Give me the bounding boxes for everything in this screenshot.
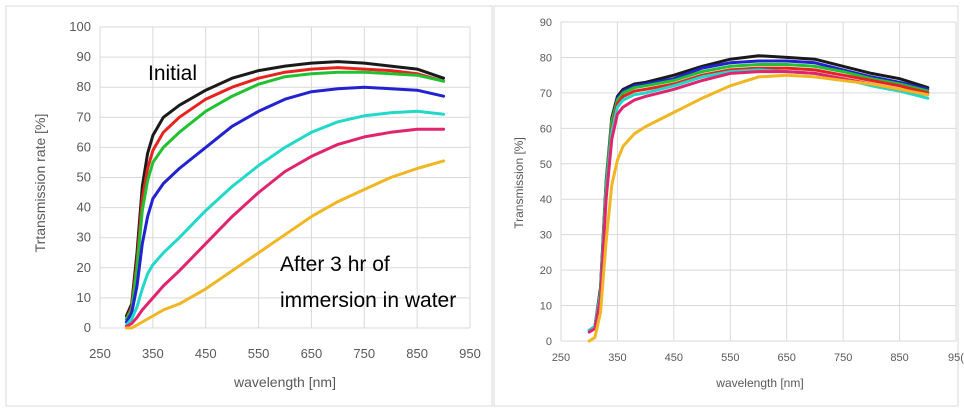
y-tick-label: 70 bbox=[77, 109, 91, 124]
series-line-6 bbox=[124, 127, 446, 328]
x-tick-label: 450 bbox=[195, 346, 217, 361]
chart-panel-left: 0 10 20 30 40 50 60 70 80 90 100 250 350 450 550 650 75… bbox=[5, 5, 493, 407]
x-tick-label: 650 bbox=[778, 352, 796, 364]
x-tick-label: 350 bbox=[608, 352, 626, 364]
y-tick-label: 60 bbox=[540, 123, 552, 135]
y-tick-label: 20 bbox=[77, 260, 91, 275]
y-tick-label: 30 bbox=[77, 230, 91, 245]
grid-lines bbox=[99, 26, 471, 329]
y-tick-label: 90 bbox=[77, 49, 91, 64]
series-line-7 bbox=[124, 159, 446, 330]
y-tick-label: 100 bbox=[69, 19, 91, 34]
y-tick-label: 0 bbox=[546, 336, 552, 348]
x-tick-label: 850 bbox=[406, 346, 428, 361]
y-tick-label: 70 bbox=[540, 88, 552, 100]
series-line-5 bbox=[124, 109, 446, 327]
y-axis-title: Trtansmission rate [%] bbox=[32, 114, 48, 253]
x-tick-label: 250 bbox=[552, 352, 570, 364]
series-line-2 bbox=[587, 59, 930, 332]
y-axis-title: Transmission [%] bbox=[512, 137, 526, 229]
series-line-4 bbox=[124, 85, 446, 324]
y-tick-label: 10 bbox=[540, 301, 552, 313]
y-tick-label: 40 bbox=[77, 200, 91, 215]
y-tick-label: 60 bbox=[77, 139, 91, 154]
x-tick-label: 350 bbox=[142, 346, 164, 361]
x-axis-title: wavelength [nm] bbox=[715, 376, 803, 390]
series-line-7 bbox=[587, 73, 930, 343]
y-tick-label: 30 bbox=[540, 230, 552, 242]
y-tick-labels: 0 10 20 30 40 50 60 70 80 90 100 bbox=[69, 19, 91, 335]
series-line-3 bbox=[587, 63, 930, 332]
series-group bbox=[587, 54, 930, 343]
y-tick-label: 80 bbox=[540, 52, 552, 64]
series-line-2 bbox=[124, 66, 446, 321]
y-tick-label: 40 bbox=[540, 194, 552, 206]
x-tick-label: 650 bbox=[301, 346, 323, 361]
x-axis-title: wavelength [nm] bbox=[233, 374, 336, 390]
x-tick-label: 750 bbox=[834, 352, 852, 364]
y-tick-labels: 0 10 20 30 40 50 60 70 80 90 bbox=[540, 17, 552, 348]
y-tick-label: 90 bbox=[540, 17, 552, 29]
annotation-initial: Initial bbox=[148, 62, 197, 85]
y-tick-label: 80 bbox=[77, 79, 91, 94]
y-tick-label: 50 bbox=[77, 170, 91, 185]
x-tick-label: 95( bbox=[948, 352, 964, 364]
series-line-6 bbox=[587, 70, 930, 334]
x-tick-label: 850 bbox=[890, 352, 908, 364]
annotation-after-immersion-line1: After 3 hr of bbox=[280, 253, 390, 276]
x-tick-label: 950 bbox=[459, 346, 481, 361]
chart-panel-right: 0 10 20 30 40 50 60 70 80 90 250 350 450 550 650 750 85… bbox=[493, 5, 964, 407]
y-tick-label: 10 bbox=[77, 290, 91, 305]
x-tick-label: 250 bbox=[89, 346, 111, 361]
x-tick-label: 450 bbox=[665, 352, 683, 364]
series-group bbox=[124, 60, 446, 330]
x-tick-labels: 250 350 450 550 650 750 850 95( bbox=[552, 352, 964, 364]
chart-frame bbox=[5, 5, 493, 407]
y-tick-label: 0 bbox=[84, 320, 91, 335]
chart-frame bbox=[493, 5, 959, 407]
x-tick-labels: 250 350 450 550 650 750 850 950 bbox=[89, 346, 481, 361]
y-tick-label: 50 bbox=[540, 159, 552, 171]
series-line-3 bbox=[124, 70, 446, 321]
series-line-5 bbox=[587, 68, 930, 332]
x-tick-label: 550 bbox=[721, 352, 739, 364]
x-tick-label: 550 bbox=[248, 346, 270, 361]
annotation-after-immersion-line2: immersion in water bbox=[280, 289, 456, 312]
x-tick-label: 750 bbox=[353, 346, 375, 361]
y-tick-label: 20 bbox=[540, 265, 552, 277]
